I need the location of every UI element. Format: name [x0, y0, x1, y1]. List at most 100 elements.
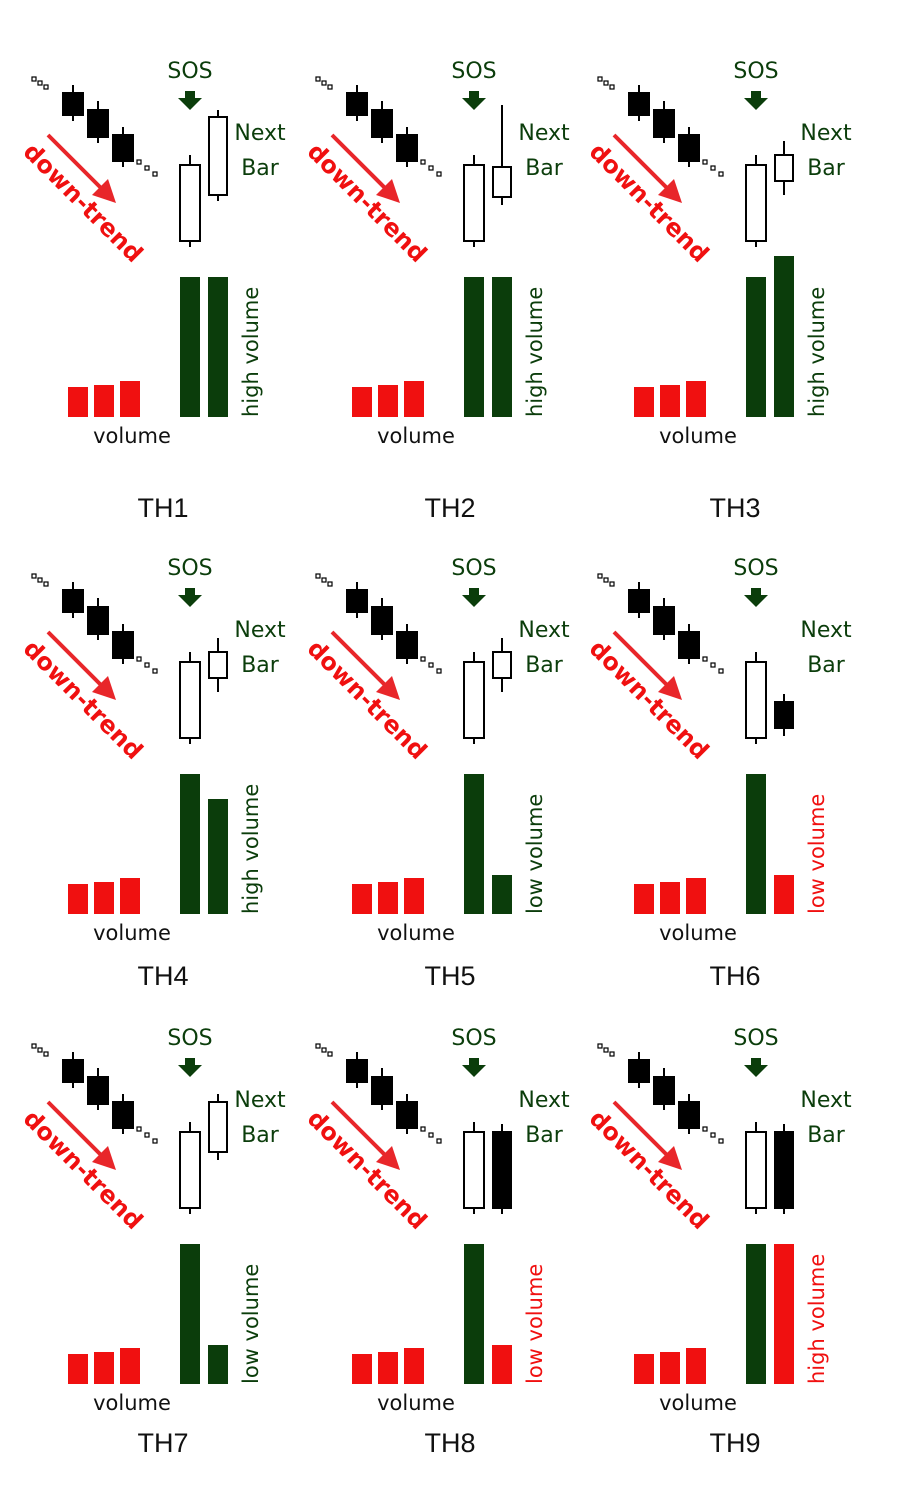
sos-arrow-icon: [744, 595, 768, 607]
trend-arrow-shaft: [46, 133, 110, 197]
candle-body: [112, 1101, 134, 1129]
candle-body: [653, 1076, 675, 1105]
volume-bar-2: [94, 882, 114, 914]
sos-arrow-stem: [469, 588, 479, 596]
volume-level-text: high volume: [239, 784, 263, 914]
candle-body: [87, 109, 109, 138]
panel-caption: TH4: [137, 961, 188, 991]
trend-dot: [428, 1132, 434, 1138]
volume-level-text: high volume: [805, 1254, 829, 1384]
candle-body: [179, 164, 201, 242]
down-candle-3: [678, 1094, 700, 1134]
volume-label: volume: [377, 1391, 455, 1415]
trend-dot: [321, 577, 327, 583]
trend-dot: [152, 171, 158, 177]
volume-bar-2: [660, 1352, 680, 1384]
trend-dot: [718, 171, 724, 177]
down-candle-3: [678, 127, 700, 167]
volume-bar-3: [686, 878, 706, 914]
sos-arrow-stem: [185, 1058, 195, 1066]
next-bar-candle: [208, 638, 228, 692]
down-candle-3: [396, 1094, 418, 1134]
volume-level-label: low volume: [239, 1264, 263, 1384]
candle-body: [653, 606, 675, 635]
trend-dot: [315, 1043, 321, 1049]
candle-body: [87, 1076, 109, 1105]
sos-volume-bar: [464, 277, 484, 417]
volume-level-label: low volume: [805, 794, 829, 914]
trend-dot: [428, 662, 434, 668]
down-candle-1: [628, 582, 650, 618]
candle-body: [463, 164, 485, 242]
next-volume-bar: [492, 875, 512, 914]
next-label: Next: [800, 1088, 852, 1113]
trend-dot: [603, 80, 609, 86]
next-volume-bar: [492, 1345, 512, 1384]
trend-arrow-head: [92, 676, 116, 700]
trend-arrow-head: [92, 1146, 116, 1170]
next-volume-bar: [208, 277, 228, 417]
trend-dot: [609, 1051, 615, 1057]
sos-volume-bar: [746, 774, 766, 914]
next-label: Next: [234, 121, 286, 146]
trend-dot: [144, 662, 150, 668]
next-label: Next: [800, 618, 852, 643]
trend-arrow-head: [376, 179, 400, 203]
trend-dot: [321, 1047, 327, 1053]
next-label: Next: [518, 1088, 570, 1113]
candle-body: [628, 92, 650, 116]
trend-dot: [428, 165, 434, 171]
down-candle-2: [371, 101, 393, 143]
down-candle-2: [653, 101, 675, 143]
sos-arrow-stem: [469, 91, 479, 99]
next-bar-candle: [492, 105, 512, 205]
sos-arrow-stem: [469, 1058, 479, 1066]
trend-arrow-shaft: [330, 133, 394, 197]
trend-dot: [31, 1043, 37, 1049]
sos-volume-bar: [180, 774, 200, 914]
down-candle-1: [62, 582, 84, 618]
candle-body: [774, 701, 794, 729]
sos-label: SOS: [451, 1026, 496, 1051]
down-candle-2: [371, 1068, 393, 1110]
next-label: Next: [234, 618, 286, 643]
panel-caption: TH2: [424, 493, 475, 523]
trend-dot: [702, 656, 708, 662]
candle-body: [492, 651, 512, 679]
volume-level-text: high volume: [239, 287, 263, 417]
candle-body: [653, 109, 675, 138]
sos-label: SOS: [451, 59, 496, 84]
trend-dot: [321, 80, 327, 86]
volume-bar-1: [634, 884, 654, 914]
trend-dot: [420, 1126, 426, 1132]
next-bar-candle: [774, 694, 794, 736]
volume-bar-3: [120, 381, 140, 417]
volume-label: volume: [377, 424, 455, 448]
trend-arrow-shaft: [46, 1100, 110, 1164]
down-candle-3: [112, 1094, 134, 1134]
volume-level-text: low volume: [239, 1264, 263, 1384]
sos-arrow-stem: [185, 91, 195, 99]
trend-dot: [152, 668, 158, 674]
volume-bar-3: [404, 381, 424, 417]
sos-volume-bar: [180, 1244, 200, 1384]
trend-dot: [43, 1051, 49, 1057]
trend-dot: [136, 159, 142, 165]
trend-dot: [327, 1051, 333, 1057]
trend-dot: [136, 656, 142, 662]
volume-label: volume: [93, 921, 171, 945]
next-volume-bar: [208, 799, 228, 914]
trend-dot: [436, 1138, 442, 1144]
trend-dot: [315, 76, 321, 82]
trend-dot: [436, 171, 442, 177]
candle-body: [208, 116, 228, 196]
trend-dot: [603, 1047, 609, 1053]
volume-bar-1: [68, 387, 88, 417]
next-bar-candle: [774, 1124, 794, 1214]
sos-candle: [745, 652, 767, 744]
trend-dot: [37, 80, 43, 86]
